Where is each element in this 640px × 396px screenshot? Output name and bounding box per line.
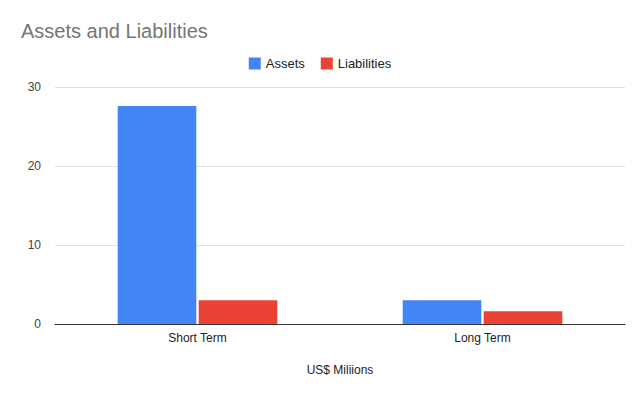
svg-text:10: 10	[28, 238, 42, 252]
svg-text:Short Term: Short Term	[168, 331, 226, 345]
svg-text:Assets: Assets	[266, 56, 306, 71]
svg-text:US$ Miliions: US$ Miliions	[307, 363, 374, 377]
svg-text:Long Term: Long Term	[454, 331, 510, 345]
svg-text:Liabilities: Liabilities	[338, 56, 392, 71]
svg-text:30: 30	[28, 80, 42, 94]
svg-text:0: 0	[34, 317, 41, 331]
svg-text:20: 20	[28, 159, 42, 173]
svg-text:Assets and Liabilities: Assets and Liabilities	[21, 20, 208, 42]
